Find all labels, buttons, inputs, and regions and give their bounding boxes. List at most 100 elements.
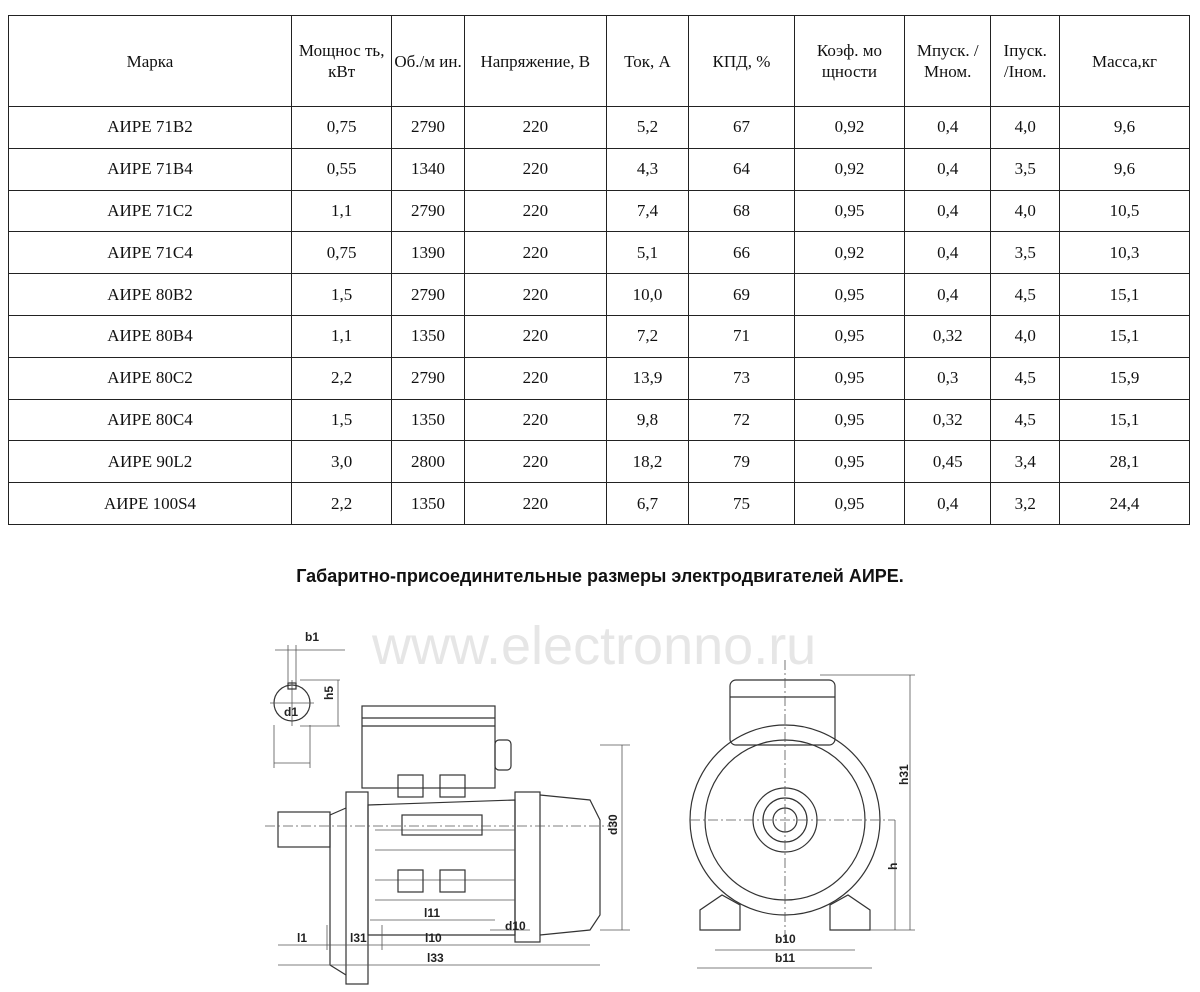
label-h31: h31: [897, 764, 911, 785]
label-b11: b11: [775, 951, 795, 965]
table-cell: 64: [688, 147, 795, 191]
column-header: Масса,кг: [1059, 15, 1190, 107]
table-cell: 2,2: [290, 356, 393, 400]
column-header: Об./м ин.: [391, 15, 465, 107]
table-cell: 0,4: [903, 231, 992, 275]
table-row: АИРЕ 80В2 1,5 2790 220 10,0 69 0,95 0,4 4,5 15,1: [8, 273, 1190, 316]
label-b10: b10: [775, 932, 796, 946]
table-cell: 0,55: [290, 147, 393, 191]
table-cell: 5,1: [605, 231, 690, 275]
table-cell: 7,2: [605, 314, 690, 358]
motor-front-view: [689, 660, 915, 969]
label-b1: b1: [305, 630, 319, 644]
table-cell: 18,2: [605, 440, 690, 484]
table-cell: 0,92: [793, 231, 905, 275]
table-cell: 75: [688, 482, 795, 525]
label-d10: d10: [505, 919, 526, 933]
table-cell: АИРЕ 100S4: [8, 482, 292, 525]
table-cell: 24,4: [1059, 482, 1190, 525]
table-cell: 220: [463, 231, 607, 275]
table-cell: 10,3: [1059, 231, 1190, 275]
table-cell: 15,1: [1059, 398, 1190, 442]
table-cell: 1390: [391, 231, 465, 275]
table-cell: 0,95: [793, 440, 905, 484]
label-d30: d30: [606, 814, 620, 835]
table-cell: АИРЕ 71В4: [8, 147, 292, 191]
table-row: АИРЕ 80С4 1,5 1350 220 9,8 72 0,95 0,32 4,5 15,1: [8, 398, 1190, 442]
table-cell: 28,1: [1059, 440, 1190, 484]
table-cell: 1,1: [290, 189, 393, 233]
table-cell: 1340: [391, 147, 465, 191]
table-cell: АИРЕ 80В2: [8, 273, 292, 316]
table-cell: 0,4: [903, 147, 992, 191]
column-header: Коэф. мо щности: [793, 15, 905, 107]
label-l11: l11: [424, 906, 440, 920]
table-cell: 0,4: [903, 482, 992, 525]
watermark: www.electronno.ru: [371, 616, 816, 676]
table-cell: 0,3: [903, 356, 992, 400]
table-cell: 220: [463, 314, 607, 358]
motor-specs-table: Марка Мощнос ть, кВт Об./м ин. Напряжение, …: [8, 15, 1190, 525]
table-cell: 5,2: [605, 106, 690, 149]
table-cell: 3,2: [990, 482, 1060, 525]
table-cell: 4,0: [990, 106, 1060, 149]
column-header: Iпуск. /Iном.: [990, 15, 1060, 107]
table-cell: 220: [463, 356, 607, 400]
table-cell: 1350: [391, 482, 465, 525]
table-cell: 79: [688, 440, 795, 484]
table-cell: 4,5: [990, 273, 1060, 316]
table-cell: 0,4: [903, 273, 992, 316]
table-cell: 220: [463, 147, 607, 191]
table-row: АИРЕ 80С2 2,2 2790 220 13,9 73 0,95 0,3 4,5 15,9: [8, 356, 1190, 400]
table-cell: 220: [463, 482, 607, 525]
label-l31: l31: [350, 931, 367, 945]
label-l1: l1: [297, 931, 307, 945]
table-row: АИРЕ 71С4 0,75 1390 220 5,1 66 0,92 0,4 3,5 10,3: [8, 231, 1190, 275]
table-cell: 4,0: [990, 314, 1060, 358]
table-cell: 0,75: [290, 106, 393, 149]
label-l10: l10: [425, 931, 442, 945]
table-cell: 4,0: [990, 189, 1060, 233]
column-header: Марка: [8, 15, 292, 107]
table-row: АИРЕ 71В4 0,55 1340 220 4,3 64 0,92 0,4 3,5 9,6: [8, 147, 1190, 191]
section-title: Габаритно-присоединительные размеры элек…: [296, 566, 904, 586]
table-cell: 0,32: [903, 314, 992, 358]
shaft-section: [270, 645, 345, 768]
table-cell: АИРЕ 80С4: [8, 398, 292, 442]
table-header-row: Марка Мощнос ть, кВт Об./м ин. Напряжение, …: [8, 15, 1190, 107]
table-row: АИРЕ 100S4 2,2 1350 220 6,7 75 0,95 0,4 3,2 24,4: [8, 482, 1190, 525]
table-cell: 10,0: [605, 273, 690, 316]
motor-side-view: [265, 705, 630, 985]
table-cell: 68: [688, 189, 795, 233]
table-cell: 2790: [391, 106, 465, 149]
table-cell: 6,7: [605, 482, 690, 525]
table-cell: 0,95: [793, 482, 905, 525]
table-cell: 7,4: [605, 189, 690, 233]
table-cell: 71: [688, 314, 795, 358]
table-cell: 4,5: [990, 398, 1060, 442]
table-row: АИРЕ 90L2 3,0 2800 220 18,2 79 0,95 0,45 3,4 28,1: [8, 440, 1190, 484]
table-cell: 15,9: [1059, 356, 1190, 400]
table-cell: АИРЕ 80В4: [8, 314, 292, 358]
table-cell: 1350: [391, 398, 465, 442]
table-cell: АИРЕ 71В2: [8, 106, 292, 149]
column-header: КПД, %: [688, 15, 795, 107]
table-row: АИРЕ 71В2 0,75 2790 220 5,2 67 0,92 0,4 4,0 9,6: [8, 106, 1190, 149]
column-header: Мпуск. /Мном.: [903, 15, 992, 107]
table-cell: 15,1: [1059, 314, 1190, 358]
dimension-labels: b1 h5 d1 d30 l11 d10 l1 l31 l10 l33 b10 …: [284, 630, 911, 965]
label-l33: l33: [427, 951, 444, 965]
table-cell: 9,6: [1059, 147, 1190, 191]
label-h: h: [886, 863, 900, 870]
table-cell: 10,5: [1059, 189, 1190, 233]
table-row: АИРЕ 71С2 1,1 2790 220 7,4 68 0,95 0,4 4,0 10,5: [8, 189, 1190, 233]
table-cell: АИРЕ 90L2: [8, 440, 292, 484]
table-cell: 3,4: [990, 440, 1060, 484]
column-header: Мощнос ть, кВт: [290, 15, 393, 107]
label-d1: d1: [284, 705, 298, 719]
table-cell: 2800: [391, 440, 465, 484]
label-h5: h5: [322, 686, 336, 700]
table-cell: 72: [688, 398, 795, 442]
table-cell: 0,95: [793, 398, 905, 442]
